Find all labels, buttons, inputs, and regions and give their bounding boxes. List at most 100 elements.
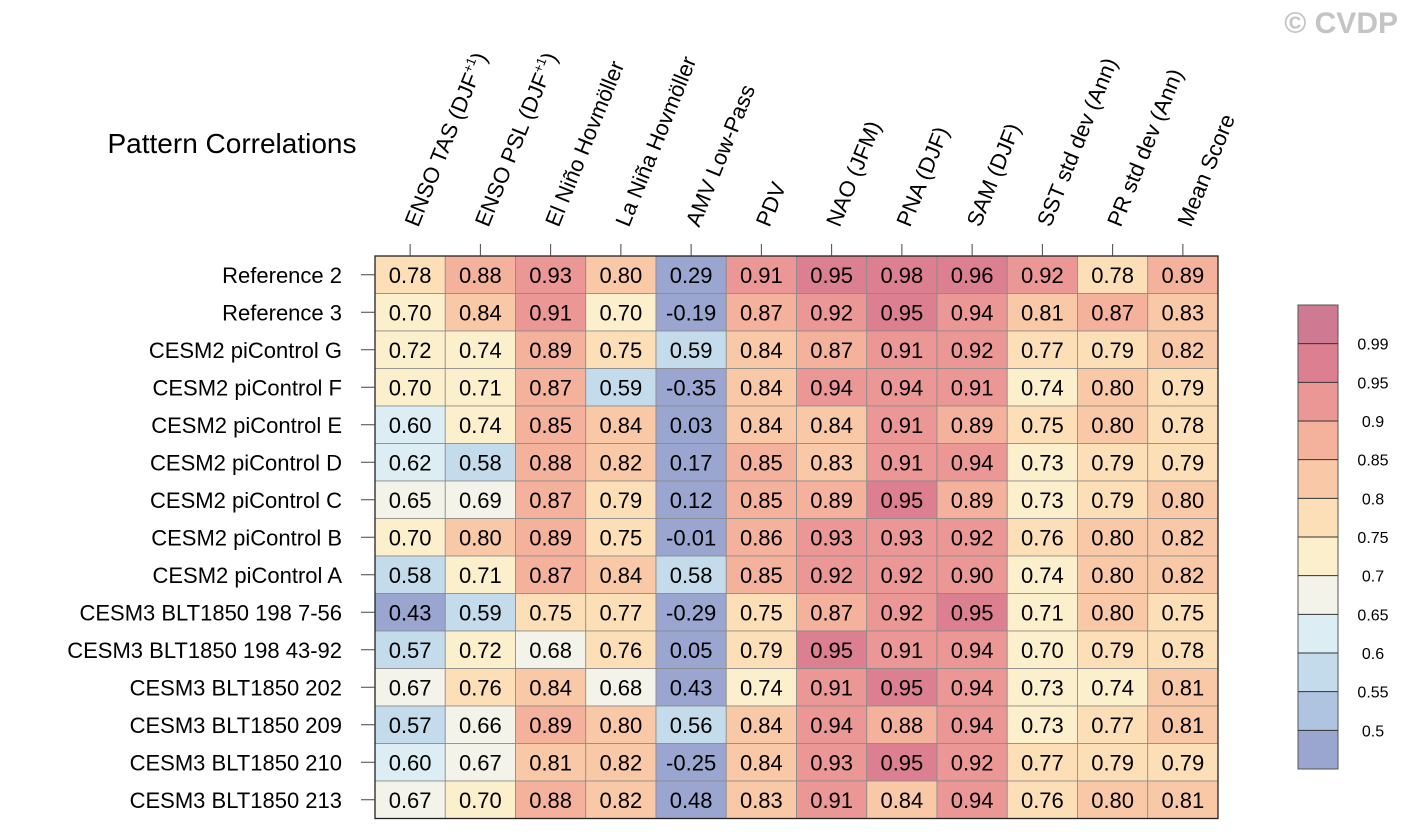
cell-value: 0.79 <box>1091 488 1134 513</box>
cell-value: 0.67 <box>389 788 432 813</box>
cell-value: 0.91 <box>951 375 994 400</box>
cell-value: 0.43 <box>670 675 713 700</box>
cell-value: -0.01 <box>666 525 716 550</box>
heatmap-cell <box>866 743 938 782</box>
row-label-cesm2-picontrol-e: CESM2 piControl E <box>151 413 342 438</box>
heatmap-cell <box>374 293 446 332</box>
cell-value: 0.83 <box>740 788 783 813</box>
cell-value: 0.74 <box>1021 563 1064 588</box>
cell-value: 0.87 <box>810 338 853 363</box>
cell-value: 0.95 <box>880 750 923 775</box>
heatmap-cell <box>936 405 1008 444</box>
cell-value: 0.77 <box>1021 338 1064 363</box>
cell-value: 0.80 <box>1161 488 1204 513</box>
heatmap-cell <box>655 705 727 744</box>
cell-value: 0.58 <box>459 450 502 475</box>
heatmap-cell <box>866 593 938 632</box>
heatmap-cell <box>515 630 587 669</box>
heatmap-cell <box>796 593 868 632</box>
cell-value: 0.95 <box>880 300 923 325</box>
cell-value: 0.91 <box>880 450 923 475</box>
heatmap-cell <box>1006 293 1078 332</box>
heatmap-cell <box>866 518 938 557</box>
heatmap-cell <box>444 443 516 482</box>
cell-value: 0.77 <box>599 600 642 625</box>
heatmap-cell <box>585 480 657 519</box>
cell-value: 0.80 <box>599 263 642 288</box>
cell-value: -0.19 <box>666 300 716 325</box>
heatmap-cell <box>1006 555 1078 594</box>
cell-value: 0.84 <box>880 788 923 813</box>
cell-value: 0.67 <box>389 675 432 700</box>
cell-value: 0.92 <box>810 563 853 588</box>
column-label-nao-jfm: NAO (JFM) <box>821 117 886 229</box>
heatmap-cell <box>725 780 797 819</box>
cell-value: 0.94 <box>951 450 994 475</box>
cell-value: 0.72 <box>389 338 432 363</box>
cell-value: 0.82 <box>599 750 642 775</box>
colorbar-segment <box>1298 537 1338 577</box>
cell-value: 0.84 <box>740 713 783 738</box>
row-labels: Reference 2 Reference 3 CESM2 piControl G C… <box>67 263 375 813</box>
cell-value: 0.94 <box>951 638 994 663</box>
cell-value: 0.80 <box>1091 413 1134 438</box>
cell-value: 0.83 <box>1161 300 1204 325</box>
cell-value: 0.94 <box>951 788 994 813</box>
cell-value: 0.80 <box>1091 525 1134 550</box>
cell-value: 0.80 <box>1091 563 1134 588</box>
cell-value: 0.88 <box>529 788 572 813</box>
cell-value: 0.96 <box>951 263 994 288</box>
heatmap-cell <box>1077 593 1149 632</box>
cell-value: 0.89 <box>1161 263 1204 288</box>
cell-value: 0.68 <box>599 675 642 700</box>
colorbar-label: 0.6 <box>1362 646 1384 663</box>
heatmap-cell <box>585 443 657 482</box>
cell-value: 0.81 <box>529 750 572 775</box>
cell-value: 0.80 <box>1091 788 1134 813</box>
heatmap-cell <box>866 405 938 444</box>
heatmap-cell <box>444 518 516 557</box>
cell-value: 0.82 <box>1161 563 1204 588</box>
cell-value: 0.58 <box>670 563 713 588</box>
cell-value: 0.60 <box>389 750 432 775</box>
heatmap-cell <box>866 368 938 407</box>
heatmap-cell <box>655 630 727 669</box>
heatmap-cell <box>585 743 657 782</box>
heatmap-cell <box>725 255 797 294</box>
cell-value: 0.87 <box>529 488 572 513</box>
cell-value: 0.85 <box>740 450 783 475</box>
column-label-pr-std-dev-ann: PR std dev (Ann) <box>1102 65 1188 230</box>
heatmap-cell <box>444 705 516 744</box>
cell-value: 0.68 <box>529 638 572 663</box>
cell-value: 0.84 <box>599 563 642 588</box>
cell-value: 0.87 <box>740 300 783 325</box>
colorbar-segment <box>1298 691 1338 731</box>
cell-value: 0.69 <box>459 488 502 513</box>
column-label-sam-djf: SAM (DJF) <box>962 120 1026 230</box>
heatmap-cell <box>374 593 446 632</box>
cell-value: 0.85 <box>740 563 783 588</box>
heatmap-cell <box>1006 368 1078 407</box>
cell-value: 0.94 <box>951 713 994 738</box>
heatmap-cell <box>866 255 938 294</box>
cell-value: 0.66 <box>459 713 502 738</box>
cell-value: 0.91 <box>880 338 923 363</box>
cell-value: 0.89 <box>951 413 994 438</box>
cell-value: 0.79 <box>1161 375 1204 400</box>
column-label-mean-score: Mean Score <box>1172 111 1240 230</box>
heatmap-cell <box>936 668 1008 707</box>
cell-value: 0.84 <box>599 413 642 438</box>
heatmap-cell <box>936 518 1008 557</box>
heatmap-cell <box>444 293 516 332</box>
cell-value: 0.87 <box>529 563 572 588</box>
cell-value: 0.91 <box>880 638 923 663</box>
colorbar-segment <box>1298 305 1338 345</box>
cell-value: 0.91 <box>810 675 853 700</box>
cell-value: 0.79 <box>1161 750 1204 775</box>
heatmap-cell <box>796 293 868 332</box>
cell-value: 0.74 <box>459 338 502 363</box>
heatmap-cell <box>444 668 516 707</box>
heatmap-cell <box>1077 368 1149 407</box>
cell-value: 0.79 <box>740 638 783 663</box>
cell-value: 0.59 <box>670 338 713 363</box>
